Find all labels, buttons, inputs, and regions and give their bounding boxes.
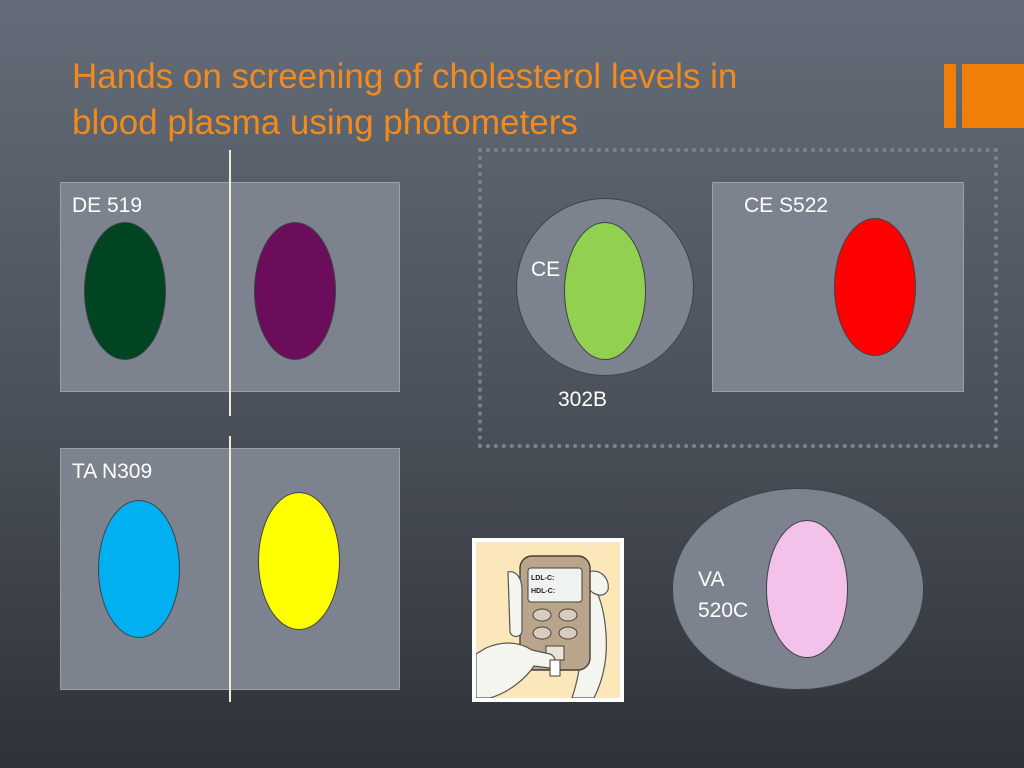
label-va: VA xyxy=(698,568,725,591)
meter-screen-line-2: HDL-C: xyxy=(531,588,555,595)
label-520c: 520C xyxy=(698,599,749,622)
meter-illustration: LDL-C: HDL-C: xyxy=(472,538,624,702)
oval-cyan xyxy=(98,500,180,638)
label-ce-s522: CE S522 xyxy=(744,194,829,217)
oval-light-green xyxy=(564,222,646,360)
label-302b: 302B xyxy=(558,388,608,411)
divider-line-ta-n309 xyxy=(229,436,231,702)
oval-purple xyxy=(254,222,336,360)
oval-dark-green xyxy=(84,222,166,360)
slide-title: Hands on screening of cholesterol levels… xyxy=(72,54,892,146)
label-de519: DE 519 xyxy=(72,194,143,217)
label-ce: CE xyxy=(531,258,561,281)
oval-red xyxy=(834,218,916,356)
label-ta-n309: TA N309 xyxy=(72,460,153,483)
oval-yellow xyxy=(258,492,340,630)
decorative-accent-bar-wide xyxy=(962,64,1024,128)
oval-pink xyxy=(766,520,848,658)
slide-title-line-1: Hands on screening of cholesterol levels… xyxy=(72,57,738,96)
dotted-group-frame xyxy=(478,148,998,448)
divider-line-de519 xyxy=(229,150,231,416)
decorative-accent-bar-thin xyxy=(944,64,956,128)
slide-title-line-2: blood plasma using photometers xyxy=(72,103,578,142)
hand-held-meter-icon: LDL-C: HDL-C: xyxy=(475,542,620,699)
meter-screen-line-1: LDL-C: xyxy=(531,575,554,582)
